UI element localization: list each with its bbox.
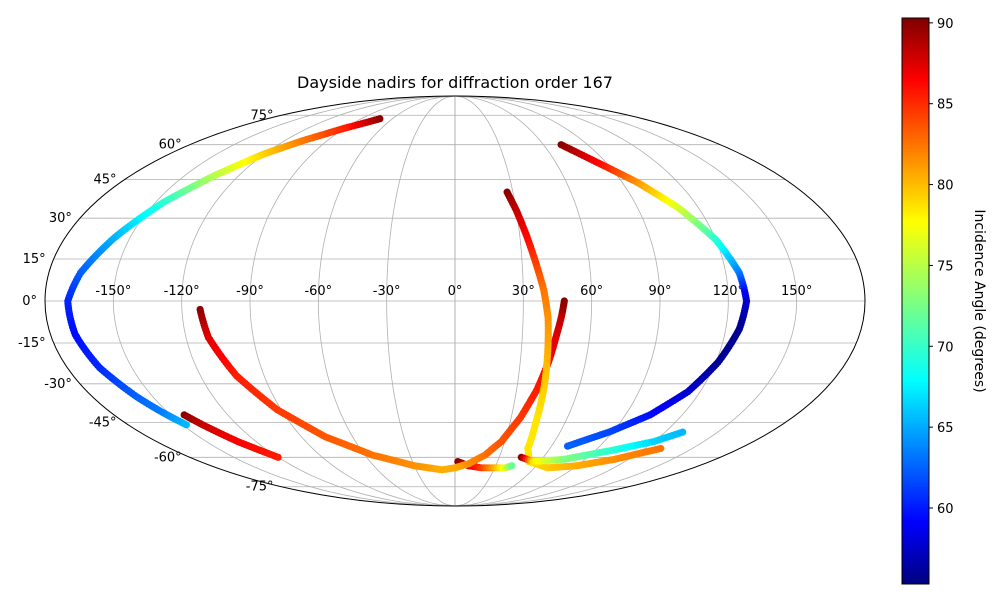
- longitude-gridline: [386, 95, 456, 507]
- longitude-tick-label: 0°: [448, 284, 463, 299]
- longitude-tick-label: -60°: [304, 284, 332, 299]
- longitude-tick-label: -120°: [164, 284, 200, 299]
- longitude-gridline: [317, 95, 456, 507]
- latitude-tick-label: 30°: [49, 211, 72, 226]
- graticule: [45, 95, 865, 507]
- colorbar-ticks: 60 65 70 75 80 85 90: [929, 17, 954, 517]
- nadir-point: [560, 297, 568, 305]
- colorbar: [901, 17, 930, 585]
- longitude-tick-label: 90°: [648, 284, 671, 299]
- longitude-gridline: [454, 95, 798, 507]
- latitude-tick-label: -30°: [44, 377, 72, 392]
- latitude-tick-label: -60°: [154, 450, 182, 465]
- colorbar-tick-label: 70: [937, 340, 954, 355]
- nadir-point: [657, 444, 665, 453]
- latitude-tick-label: 0°: [22, 294, 37, 309]
- latitude-tick-label: -45°: [89, 415, 117, 430]
- colorbar-tick-label: 80: [937, 179, 954, 194]
- longitude-gridline: [454, 95, 524, 507]
- nadir-point: [274, 453, 282, 461]
- nadir-point: [563, 442, 572, 450]
- colorbar-tick-label: 60: [937, 502, 954, 517]
- longitude-tick-label: 150°: [781, 284, 812, 299]
- latitude-tick-label: -15°: [18, 336, 46, 351]
- longitude-gridline: [249, 95, 456, 507]
- latitude-tick-label: -75°: [246, 480, 274, 495]
- globe-outline: [44, 95, 866, 507]
- longitude-tick-label: 30°: [512, 284, 535, 299]
- nadir-point: [508, 462, 516, 470]
- chart-title: Dayside nadirs for diffraction order 167: [297, 73, 613, 92]
- nadir-point: [182, 421, 190, 429]
- latitude-tick-labels: 75° 60° 45° 30° 15° 0° -15° -30° -45° -60° -75°: [18, 108, 274, 494]
- longitude-tick-label: 60°: [580, 284, 603, 299]
- colorbar-label: Incidence Angle (degrees): [971, 209, 987, 392]
- latitude-tick-label: 75°: [250, 108, 273, 123]
- longitude-tick-label: -150°: [95, 284, 131, 299]
- latitude-tick-label: 60°: [159, 138, 182, 153]
- latitude-tick-label: 15°: [23, 252, 46, 267]
- longitude-tick-label: 120°: [713, 284, 744, 299]
- longitude-tick-label: -30°: [373, 284, 401, 299]
- nadir-points: [64, 115, 751, 474]
- colorbar-tick-label: 75: [937, 259, 954, 274]
- longitude-tick-labels: -150° -120° -90° -60° -30° 0° 30° 60° 90° 120° 150…: [95, 284, 812, 299]
- longitude-tick-label: -90°: [236, 284, 264, 299]
- longitude-gridline: [112, 95, 456, 507]
- colorbar-tick-label: 85: [937, 98, 954, 113]
- colorbar-tick-label: 65: [937, 421, 954, 436]
- latitude-tick-label: 45°: [94, 173, 117, 188]
- nadir-point: [679, 428, 687, 436]
- colorbar-tick-label: 90: [937, 17, 954, 32]
